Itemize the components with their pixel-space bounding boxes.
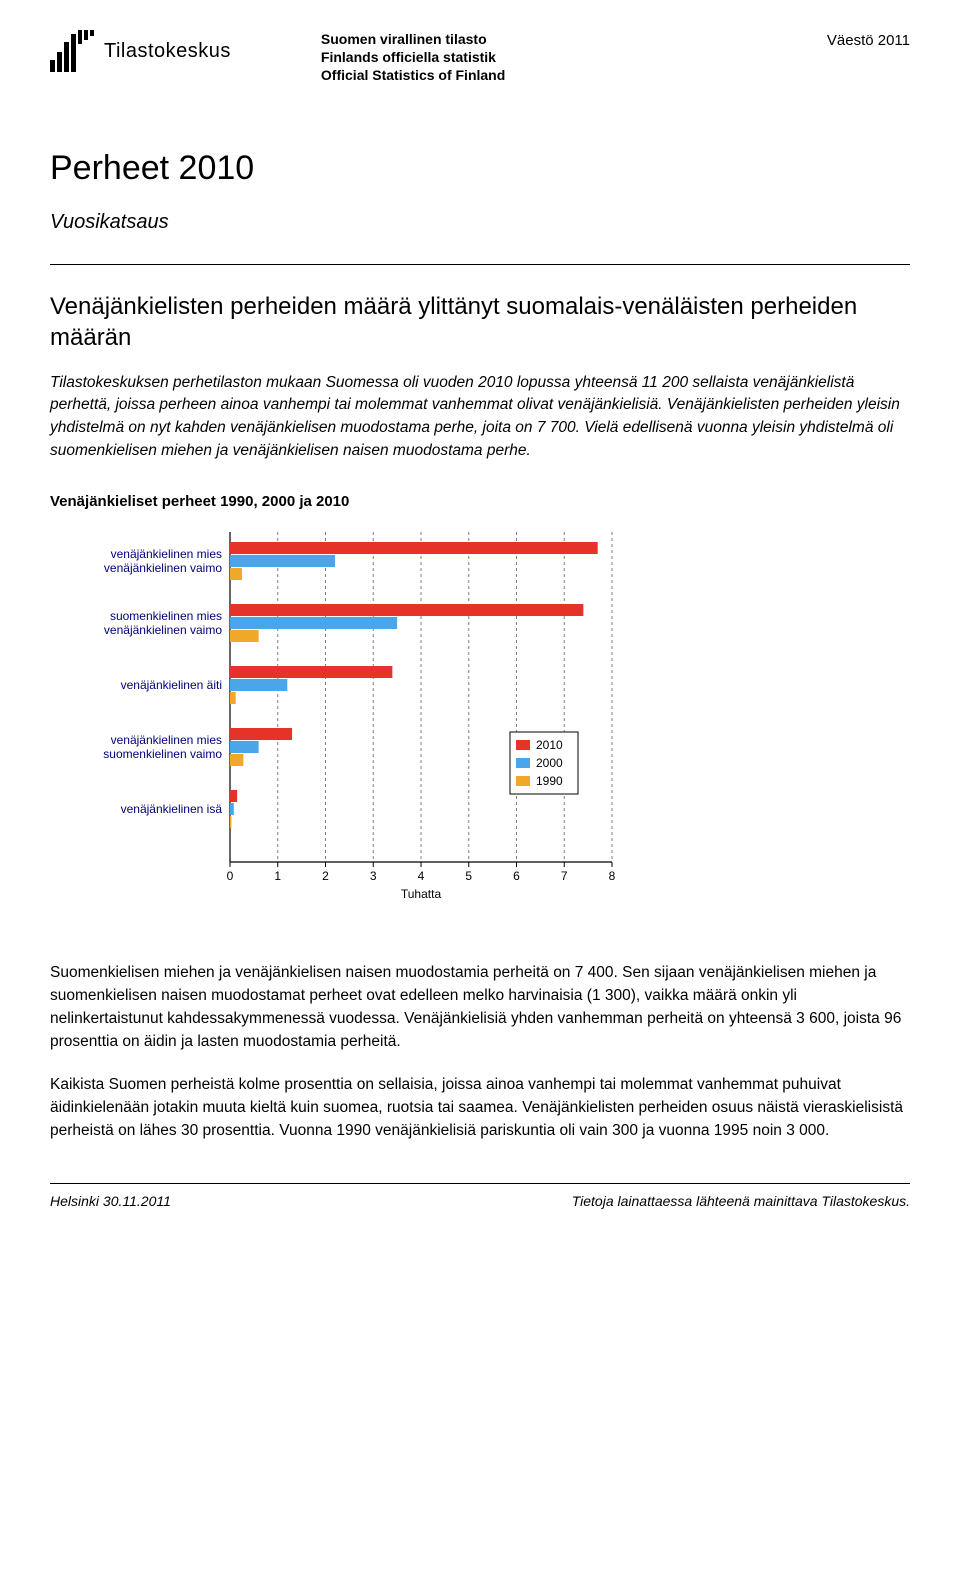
- page-title: Perheet 2010: [50, 145, 910, 193]
- svg-text:suomenkielinen vaimo: suomenkielinen vaimo: [103, 747, 222, 761]
- intro-paragraph: Tilastokeskuksen perhetilaston mukaan Su…: [50, 372, 910, 464]
- body-paragraph: Suomenkielisen miehen ja venäjänkielisen…: [50, 962, 910, 1054]
- svg-text:7: 7: [561, 869, 568, 883]
- svg-text:1: 1: [274, 869, 281, 883]
- sft-line: Official Statistics of Finland: [321, 66, 505, 84]
- svg-text:venäjänkielinen vaimo: venäjänkielinen vaimo: [104, 623, 222, 637]
- svg-text:2: 2: [322, 869, 329, 883]
- logo-text: Tilastokeskus: [104, 37, 231, 65]
- svg-text:2000: 2000: [536, 756, 563, 770]
- svg-text:venäjänkielinen mies: venäjänkielinen mies: [111, 547, 222, 561]
- body-paragraph: Kaikista Suomen perheistä kolme prosentt…: [50, 1074, 910, 1143]
- sft-line: Finlands officiella statistik: [321, 48, 505, 66]
- svg-text:venäjänkielinen mies: venäjänkielinen mies: [111, 733, 222, 747]
- title-separator: [50, 264, 910, 265]
- subtitle: Vuosikatsaus: [50, 208, 910, 236]
- svg-text:venäjänkielinen isä: venäjänkielinen isä: [121, 802, 223, 816]
- svg-text:1990: 1990: [536, 774, 563, 788]
- logo-block: Tilastokeskus: [50, 30, 231, 72]
- svg-text:venäjänkielinen vaimo: venäjänkielinen vaimo: [104, 561, 222, 575]
- svg-text:3: 3: [370, 869, 377, 883]
- bar-chart: 012345678Tuhattavenäjänkielinen miesvenä…: [50, 522, 630, 902]
- svg-text:Tuhatta: Tuhatta: [401, 887, 442, 901]
- page-footer: Helsinki 30.11.2011 Tietoja lainattaessa…: [50, 1183, 910, 1212]
- svg-text:suomenkielinen mies: suomenkielinen mies: [110, 609, 222, 623]
- tilastokeskus-logo-icon: [50, 30, 94, 72]
- svg-text:8: 8: [609, 869, 616, 883]
- page-header: Tilastokeskus Suomen virallinen tilasto …: [50, 30, 910, 85]
- svg-text:4: 4: [418, 869, 425, 883]
- top-right-label: Väestö 2011: [827, 30, 910, 51]
- chart-container: Venäjänkieliset perheet 1990, 2000 ja 20…: [50, 491, 910, 902]
- sft-line: Suomen virallinen tilasto: [321, 30, 505, 48]
- svg-text:2010: 2010: [536, 738, 563, 752]
- footer-attribution: Tietoja lainattaessa lähteenä mainittava…: [572, 1192, 910, 1212]
- svg-text:6: 6: [513, 869, 520, 883]
- svg-text:5: 5: [465, 869, 472, 883]
- section-heading: Venäjänkielisten perheiden määrä ylittän…: [50, 291, 910, 353]
- footer-date: Helsinki 30.11.2011: [50, 1192, 171, 1212]
- chart-title: Venäjänkieliset perheet 1990, 2000 ja 20…: [50, 491, 910, 512]
- svg-text:venäjänkielinen äiti: venäjänkielinen äiti: [121, 678, 222, 692]
- official-stat-lines: Suomen virallinen tilasto Finlands offic…: [321, 30, 505, 85]
- svg-text:0: 0: [227, 869, 234, 883]
